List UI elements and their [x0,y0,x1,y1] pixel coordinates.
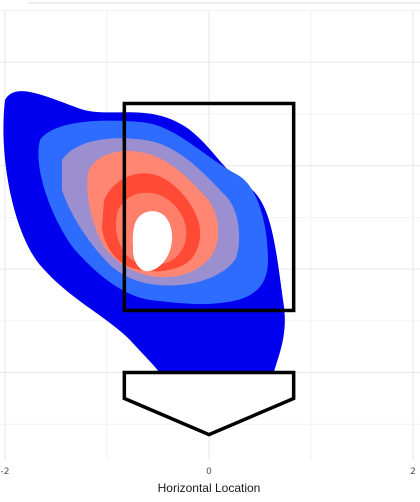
x-tick-label: 0 [206,467,212,477]
x-tick-label: 2 [410,467,416,477]
x-tick-labels: -2 0 2 [1,467,416,477]
x-tick-label: -2 [1,467,10,477]
density-level-7 [132,211,173,272]
density-contours [3,91,285,388]
x-axis-title: Horizontal Location [158,481,261,495]
strike-zone-box [122,101,296,313]
strike-zone-group [122,101,296,437]
home-plate [122,370,296,437]
